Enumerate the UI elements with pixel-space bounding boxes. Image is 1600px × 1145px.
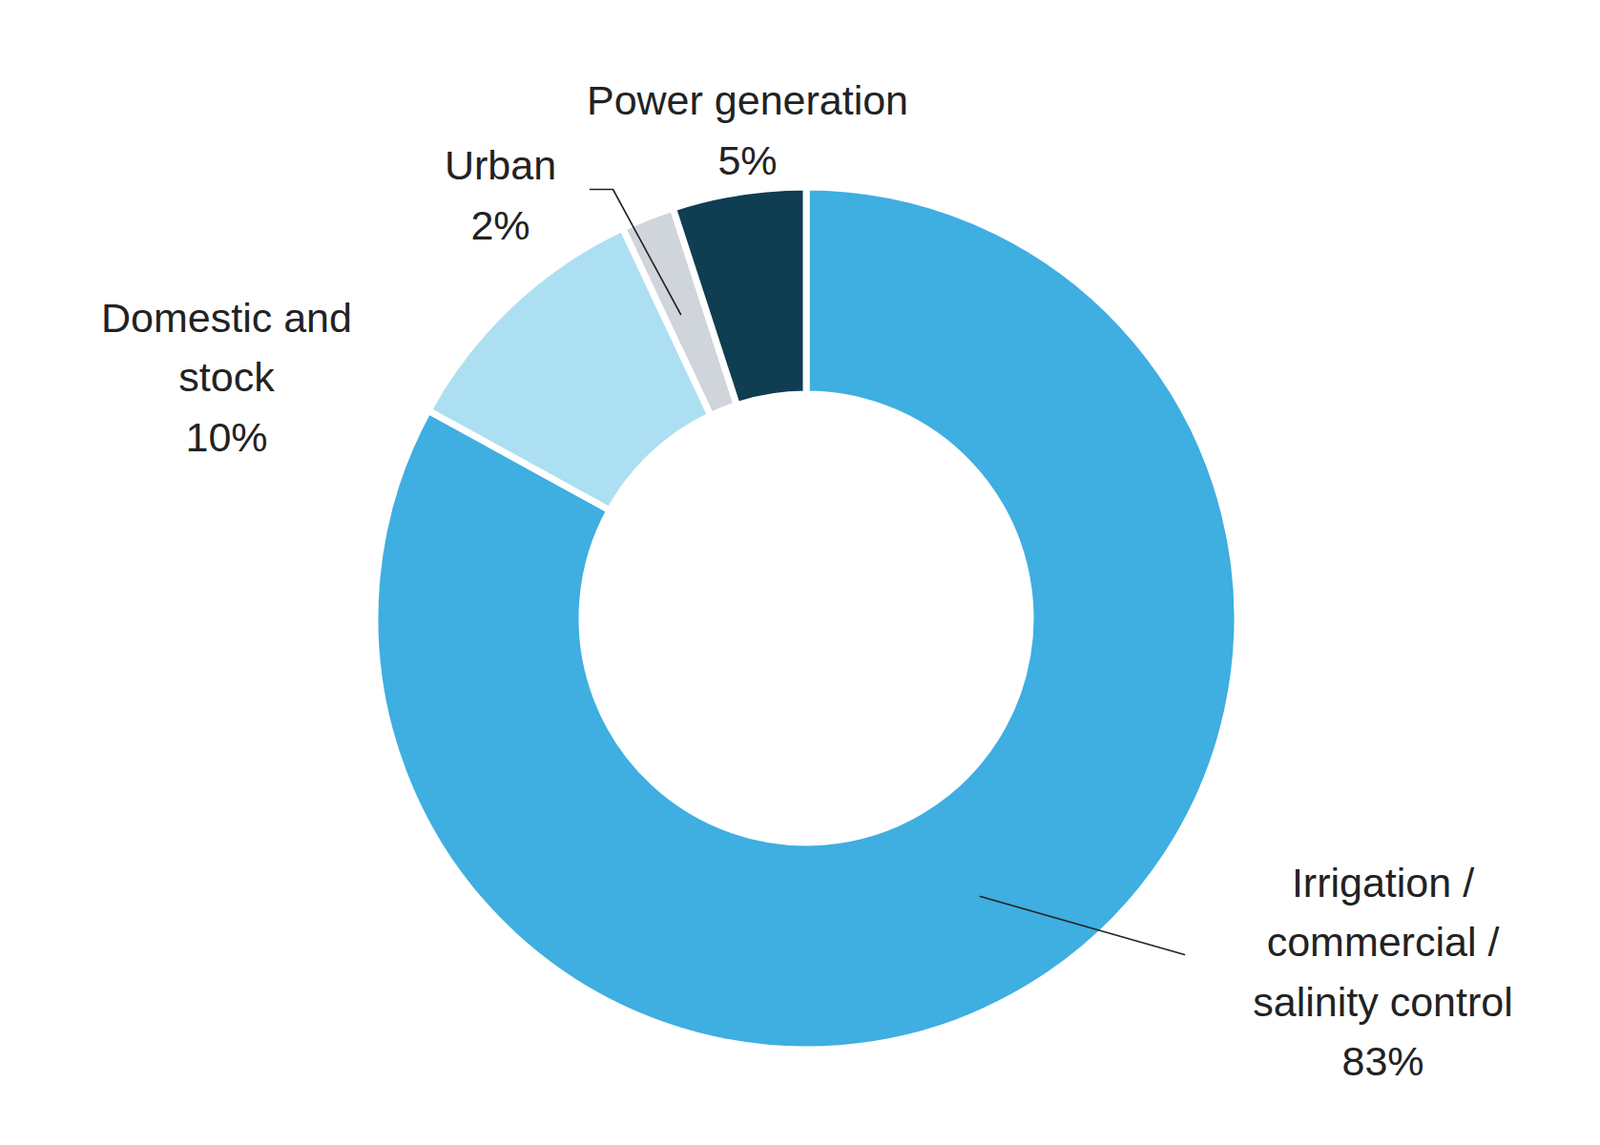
svg-text:Domestic andstock10%: Domestic andstock10% (101, 294, 353, 460)
svg-text:Urban2%: Urban2% (444, 142, 557, 248)
svg-text:Irrigation /commercial /salini: Irrigation /commercial /salinity control… (1252, 859, 1513, 1084)
svg-text:Power generation5%: Power generation5% (586, 77, 909, 183)
